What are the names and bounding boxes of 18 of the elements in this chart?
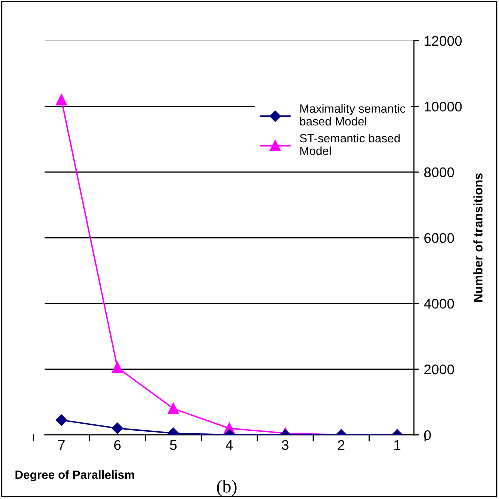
x-tick-label: 1	[394, 440, 401, 450]
y-tick-label: 10000	[424, 102, 462, 112]
y-tick-label: 2000	[424, 364, 454, 375]
y-tick-label: 4000	[424, 299, 454, 309]
y-axis-title: Number of transitions	[474, 174, 483, 302]
text: (b)	[217, 480, 237, 497]
legend-label: Maximality semantic based Model	[300, 104, 406, 126]
y-tick-label: 12000	[424, 36, 462, 46]
x-tick-label: 4	[226, 440, 233, 450]
x-tick-label: 7	[58, 440, 65, 450]
x-tick-label: 2	[338, 440, 345, 450]
y-tick-label: 6000	[424, 233, 454, 244]
x-tick-label: 6	[114, 440, 121, 450]
x-axis-title: Degree of Parallelism	[16, 470, 134, 482]
legend-label: ST-semantic based Model	[300, 134, 400, 156]
x-tick-label: 3	[282, 440, 289, 450]
x-tick-label: 5	[170, 440, 177, 450]
y-tick-label: 8000	[424, 168, 454, 178]
